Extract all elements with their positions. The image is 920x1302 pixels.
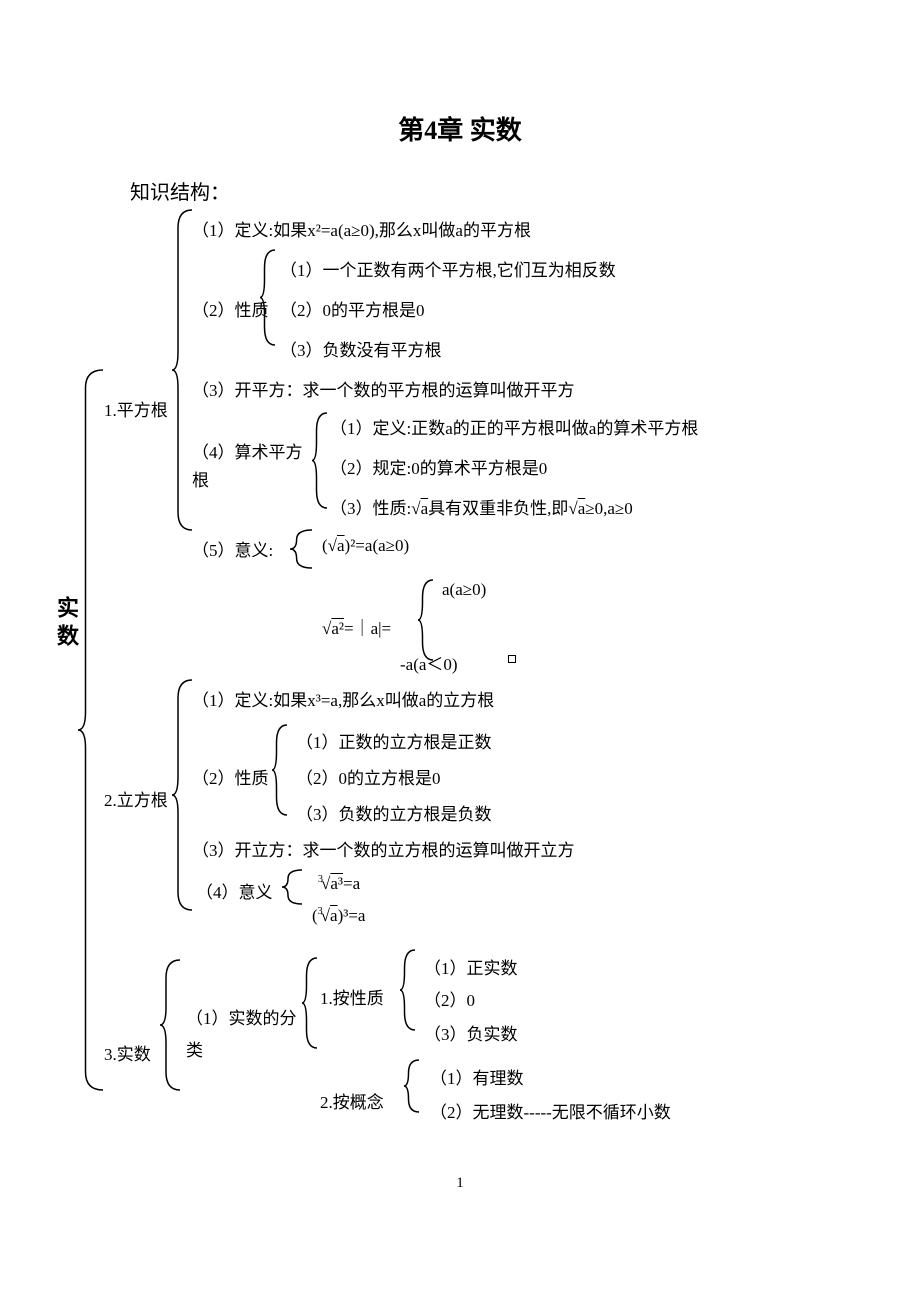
sec3-by-prop-3: （3）负实数 xyxy=(424,1020,518,1045)
sec2-meaning-b: (3√a)³=a xyxy=(312,906,365,926)
root-label: 实数 xyxy=(50,596,82,652)
sec1-meaning-a: (√a)²=a(a≥0) xyxy=(322,536,409,556)
subtitle: 知识结构： xyxy=(130,176,230,205)
sec1-arith-3-prefix: （3）性质: xyxy=(330,499,411,518)
chapter-title: 第4章 实数 xyxy=(0,110,920,147)
sec1-meaning-b-bot: -a(a＜0) xyxy=(400,650,458,675)
sec3-by-concept-2: （2）无理数-----无限不循环小数 xyxy=(430,1098,671,1123)
sec3-label: 3.实数 xyxy=(104,1040,151,1065)
page-number: 1 xyxy=(0,1175,920,1192)
sec1-prop-2: （2）0的平方根是0 xyxy=(280,296,425,321)
sec3-class-label-1: （1）实数的分 xyxy=(186,1004,297,1029)
sec3-by-prop-label: 1.按性质 xyxy=(320,984,384,1009)
sec1-arith-3: （3）性质:√a具有双重非负性,即√a≥0,a≥0 xyxy=(330,494,633,519)
sec1-arith-2: （2）规定:0的算术平方根是0 xyxy=(330,454,547,479)
sec1-sqrt-op: （3）开平方：求一个数的平方根的运算叫做开平方 xyxy=(192,376,575,401)
page-container: 第4章 实数 知识结构： 实数 1.平方根 （1）定义:如果x²=a(a≥0),… xyxy=(0,0,920,1302)
sec2-prop-3: （3）负数的立方根是负数 xyxy=(296,800,492,825)
sec3-by-concept-label: 2.按概念 xyxy=(320,1088,384,1113)
sec1-meaning-b-lhs: √a²=｜a|= xyxy=(322,614,391,639)
sec3-by-concept-1: （1）有理数 xyxy=(430,1064,524,1089)
sec2-cbrt-op: （3）开立方：求一个数的立方根的运算叫做开立方 xyxy=(192,836,575,861)
sec1-arith-3-mid: 具有双重非负性,即 xyxy=(428,499,568,518)
sec2-label: 2.立方根 xyxy=(104,786,168,811)
sec1-prop-3: （3）负数没有平方根 xyxy=(280,336,442,361)
sqrt-symbol-2: √a xyxy=(568,499,585,518)
sec1-arith-1: （1）定义:正数a的正的平方根叫做a的算术平方根 xyxy=(330,414,698,439)
sec1-arith-label-2: 根 xyxy=(192,466,209,491)
sec1-meaning-label: （5）意义: xyxy=(192,536,273,561)
sec2-meaning-label: （4）意义 xyxy=(196,878,273,903)
sec2-meaning-a: 3√a³=a xyxy=(318,874,360,894)
sec1-meaning-b-rhs: =｜a|= xyxy=(344,619,391,638)
sqrt-symbol: √a xyxy=(411,499,428,518)
sec3-class-label-2: 类 xyxy=(186,1036,203,1061)
marker-icon xyxy=(508,655,516,663)
sec3-by-prop-1: （1）正实数 xyxy=(424,954,518,979)
sec2-prop-2: （2）0的立方根是0 xyxy=(296,764,441,789)
sec2-prop-label: （2）性质 xyxy=(192,764,269,789)
sec1-arith-3-suf: ≥0,a≥0 xyxy=(585,499,632,518)
sec2-prop-1: （1）正数的立方根是正数 xyxy=(296,728,492,753)
sec3-by-prop-2: （2）0 xyxy=(424,986,475,1011)
sec1-def: （1）定义:如果x²=a(a≥0),那么x叫做a的平方根 xyxy=(192,216,531,241)
sec1-meaning-b-top: a(a≥0) xyxy=(442,580,486,600)
sec1-prop-label: （2）性质 xyxy=(192,296,269,321)
sec2-def: （1）定义:如果x³=a,那么x叫做a的立方根 xyxy=(192,686,494,711)
sec1-prop-1: （1）一个正数有两个平方根,它们互为相反数 xyxy=(280,256,616,281)
sec1-label: 1.平方根 xyxy=(104,396,168,421)
sec1-arith-label-1: （4）算术平方 xyxy=(192,438,303,463)
